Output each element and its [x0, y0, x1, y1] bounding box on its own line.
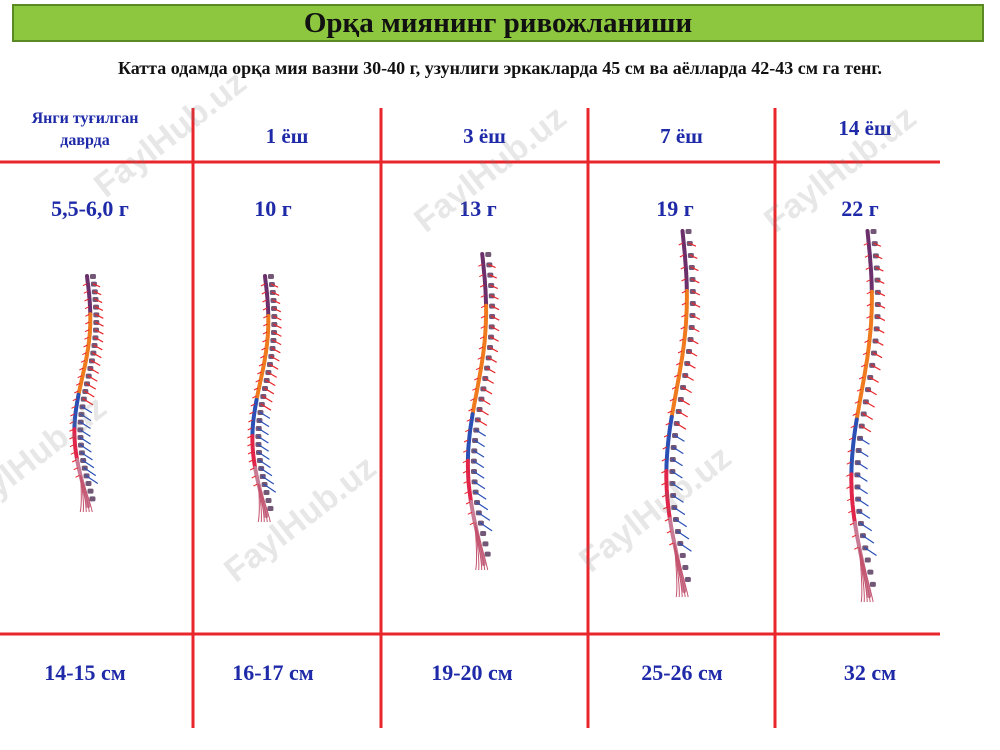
weight-newborn: 5,5-6,0 г: [51, 196, 129, 221]
weight-7-years: 19 г: [656, 196, 694, 221]
weight-1-year: 10 г: [254, 196, 292, 221]
length-3-years: 19-20 см: [431, 660, 513, 685]
column-header-3-years: 3 ёш: [463, 124, 506, 148]
spine-illustration-14-years: [846, 229, 886, 603]
column-header-newborn: Янги туғилган даврда: [31, 110, 139, 149]
length-14-years: 32 см: [843, 660, 897, 685]
length-7-years: 25-26 см: [641, 660, 723, 685]
spine-illustration-3-years: [462, 252, 500, 571]
spine-illustration-1-year: [247, 274, 282, 523]
spine-illustration-newborn: [69, 274, 104, 513]
length-1-year: 16-17 см: [232, 660, 314, 685]
length-newborn: 14-15 см: [44, 660, 126, 685]
column-header-7-years: 7 ёш: [660, 124, 703, 148]
subtitle: Катта одамда орқа мия вазни 30-40 г, узу…: [117, 58, 883, 78]
page-title: Орқа миянинг ривожланиши: [303, 6, 693, 39]
title-bar: Орқа миянинг ривожланиши: [12, 4, 984, 42]
weight-3-years: 13 г: [459, 196, 497, 221]
weight-14-years: 22 г: [841, 196, 879, 221]
column-header-1-year: 1 ёш: [265, 124, 309, 148]
spine-illustration-7-years: [661, 229, 701, 598]
column-header-14-years: 14 ёш: [838, 116, 892, 140]
